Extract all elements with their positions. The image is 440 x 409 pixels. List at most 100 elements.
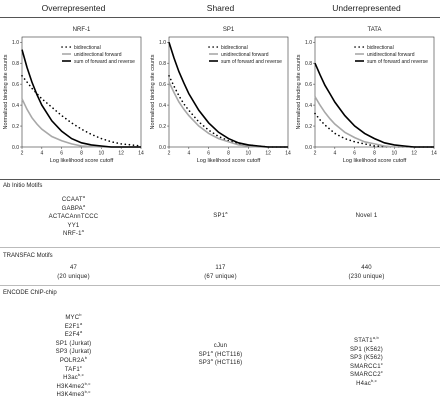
divider-ab-initio (0, 179, 440, 180)
list-item: H3K4me3b,c (0, 389, 147, 400)
item-text: (20 unique) (57, 273, 90, 280)
item-text: H4ac (356, 380, 371, 387)
series-line-2 (168, 41, 288, 148)
x-tick-label: 4 (333, 151, 336, 157)
item-footnote: c (380, 369, 383, 375)
y-tick-label: 0.4 (305, 103, 312, 109)
list-item: (20 unique) (0, 273, 147, 282)
item-footnote: b (84, 354, 88, 360)
header-underrepresented: Underrepresented (332, 3, 401, 13)
header-shared: Shared (206, 3, 235, 13)
list-item: GABPAa (0, 203, 147, 214)
x-tick-label: 14 (431, 151, 437, 157)
x-tick-label: 10 (246, 151, 252, 157)
y-tick-label: 0.2 (12, 124, 19, 130)
chart-panel-sp1: SP1 0.0 0.2 0.4 0.6 0.8 1.0 2 4 6 8 10 12 14 Log likel… (147, 22, 294, 182)
legend-label: bidirectional (221, 45, 248, 51)
x-tick-label: 6 (353, 151, 356, 157)
list-item: E2F4a (0, 330, 147, 340)
list-item: NRF-1a (0, 228, 147, 239)
y-axis-label: Normalized binding site counts (3, 54, 9, 129)
chart-panel-nrf1: NRF-1 0.0 0.2 0.4 0.6 0.8 1.0 2 4 6 8 10 12 14 Log lik… (0, 22, 147, 182)
y-tick-label: 1.0 (12, 40, 19, 46)
item-text: SMARCC2 (350, 372, 381, 379)
x-tick-label: 2 (314, 151, 317, 157)
item-text: SMARCC1 (350, 363, 381, 370)
item-text: 440 (361, 265, 372, 271)
y-tick-label: 0.4 (159, 103, 166, 109)
item-text: CCAAT (61, 197, 83, 203)
list-item: (67 unique) (147, 273, 294, 282)
y-tick-label: 0.8 (305, 61, 312, 67)
chart-tata: TATA 0.0 0.2 0.4 0.6 0.8 1.0 2 4 6 8 10 12 14 Log like… (296, 27, 437, 164)
item-footnote: b,c (77, 372, 84, 378)
list-item: H3acb,c (0, 372, 147, 383)
y-tick-label: 0.6 (12, 82, 19, 88)
item-text: SP3 (198, 360, 211, 367)
item-footnote: b (79, 312, 82, 317)
list-item: SP1 (K562) (293, 346, 440, 355)
x-axis-label: Log likelihood score cutoff (197, 158, 261, 164)
x-axis-label: Log likelihood score cutoff (343, 158, 407, 164)
list-item: H4acb,c (293, 378, 440, 389)
x-tick-label: 12 (411, 151, 417, 157)
item-text: SP3 (Jurkat) (55, 349, 92, 356)
x-tick-label: 4 (40, 151, 43, 157)
transfac-under: 440 (230 unique) (293, 264, 440, 281)
item-text: TAF1 (64, 366, 80, 373)
chart-panel-tata: TATA 0.0 0.2 0.4 0.6 0.8 1.0 2 4 6 8 10 12 14 Log like… (293, 22, 440, 182)
item-text: (230 unique) (348, 273, 385, 280)
x-tick-label: 2 (21, 151, 24, 157)
list-item: E2F1a (0, 321, 147, 332)
item-text: MYC (65, 315, 80, 321)
list-item: SP3a (HCT116) (147, 358, 294, 368)
x-tick-label: 8 (80, 151, 83, 157)
legend-label: sum of forward and reverse (221, 59, 282, 65)
list-item: ACTACAnnTCCC (0, 213, 147, 222)
list-item: SMARCC2c (293, 369, 440, 380)
list-item: CCAATa (0, 194, 147, 205)
series-line-2 (314, 62, 434, 148)
x-tick-label: 12 (265, 151, 271, 157)
x-tick-label: 10 (99, 151, 105, 157)
list-item: Novel 1 (293, 212, 440, 221)
chart-nrf1: NRF-1 0.0 0.2 0.4 0.6 0.8 1.0 2 4 6 8 10 12 14 Log lik… (3, 27, 144, 164)
series-line-1 (21, 98, 141, 148)
list-item: SP3 (K562) (293, 354, 440, 363)
legend-label: sum of forward and reverse (367, 59, 428, 65)
item-footnote: a (82, 194, 86, 199)
item-footnote: c (380, 360, 383, 366)
list-item: STAT1a,b (293, 336, 440, 346)
legend-label: sum of forward and reverse (74, 59, 135, 65)
series-line-2 (21, 49, 141, 148)
item-text: Novel 1 (355, 213, 378, 219)
legend-label: bidirectional (367, 45, 394, 51)
y-tick-label: 1.0 (305, 40, 312, 46)
ab-initio-over: CCAATa GABPAa ACTACAnnTCCC YY1 NRF-1a (0, 194, 147, 239)
y-tick-label: 0.8 (12, 61, 19, 67)
y-tick-label: 0.0 (12, 145, 19, 151)
legend-label: bidirectional (74, 45, 101, 51)
x-tick-label: 6 (207, 151, 210, 157)
list-item: 117 (147, 264, 294, 273)
list-item: TAF1c (0, 364, 147, 375)
x-tick-label: 8 (227, 151, 230, 157)
divider-encode (0, 285, 440, 286)
item-footnote: b,c (84, 389, 91, 395)
section-label-encode: ENCODE ChIP-chip (3, 290, 57, 296)
item-text: SP1 (213, 213, 226, 219)
item-footnote: a (81, 228, 85, 234)
list-item: SMARCC1c (293, 360, 440, 372)
item-suffix: (HCT116) (213, 360, 243, 367)
y-tick-label: 0.2 (305, 124, 312, 130)
encode-shared: cJun SP1a (HCT116) SP3a (HCT116) (147, 342, 294, 368)
chart-title: NRF-1 (73, 27, 91, 33)
item-text: H3K4me3 (56, 392, 85, 399)
series-line-0 (314, 112, 435, 148)
item-suffix: (HCT116) (213, 351, 243, 358)
legend-label: unidirectional forward (367, 52, 415, 58)
series-line-0 (21, 75, 142, 147)
item-footnote: a (210, 348, 213, 354)
encode-under: STAT1a,b SP1 (K562) SP3 (K562) SMARCC1c SMAR… (293, 336, 440, 389)
item-footnote: b,c (84, 380, 91, 386)
